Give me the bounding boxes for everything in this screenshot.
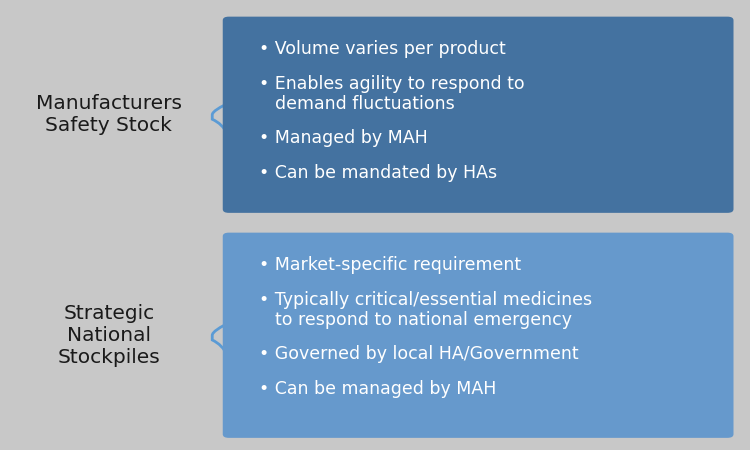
Text: Strategic
National
Stockpiles: Strategic National Stockpiles	[57, 304, 160, 367]
Text: • Can be managed by MAH: • Can be managed by MAH	[259, 380, 497, 398]
Text: • Volume varies per product: • Volume varies per product	[259, 40, 506, 58]
FancyBboxPatch shape	[223, 17, 734, 213]
FancyBboxPatch shape	[223, 233, 734, 438]
Text: • Governed by local HA/Government: • Governed by local HA/Government	[259, 345, 578, 363]
Text: • Can be mandated by HAs: • Can be mandated by HAs	[259, 164, 497, 182]
Text: demand fluctuations: demand fluctuations	[275, 95, 455, 113]
Text: • Managed by MAH: • Managed by MAH	[259, 129, 428, 147]
Text: to respond to national emergency: to respond to national emergency	[275, 311, 572, 329]
Text: • Typically critical/essential medicines: • Typically critical/essential medicines	[259, 291, 592, 309]
Text: • Enables agility to respond to: • Enables agility to respond to	[259, 75, 524, 93]
Text: • Market-specific requirement: • Market-specific requirement	[259, 256, 520, 274]
Text: Manufacturers
Safety Stock: Manufacturers Safety Stock	[36, 94, 182, 135]
